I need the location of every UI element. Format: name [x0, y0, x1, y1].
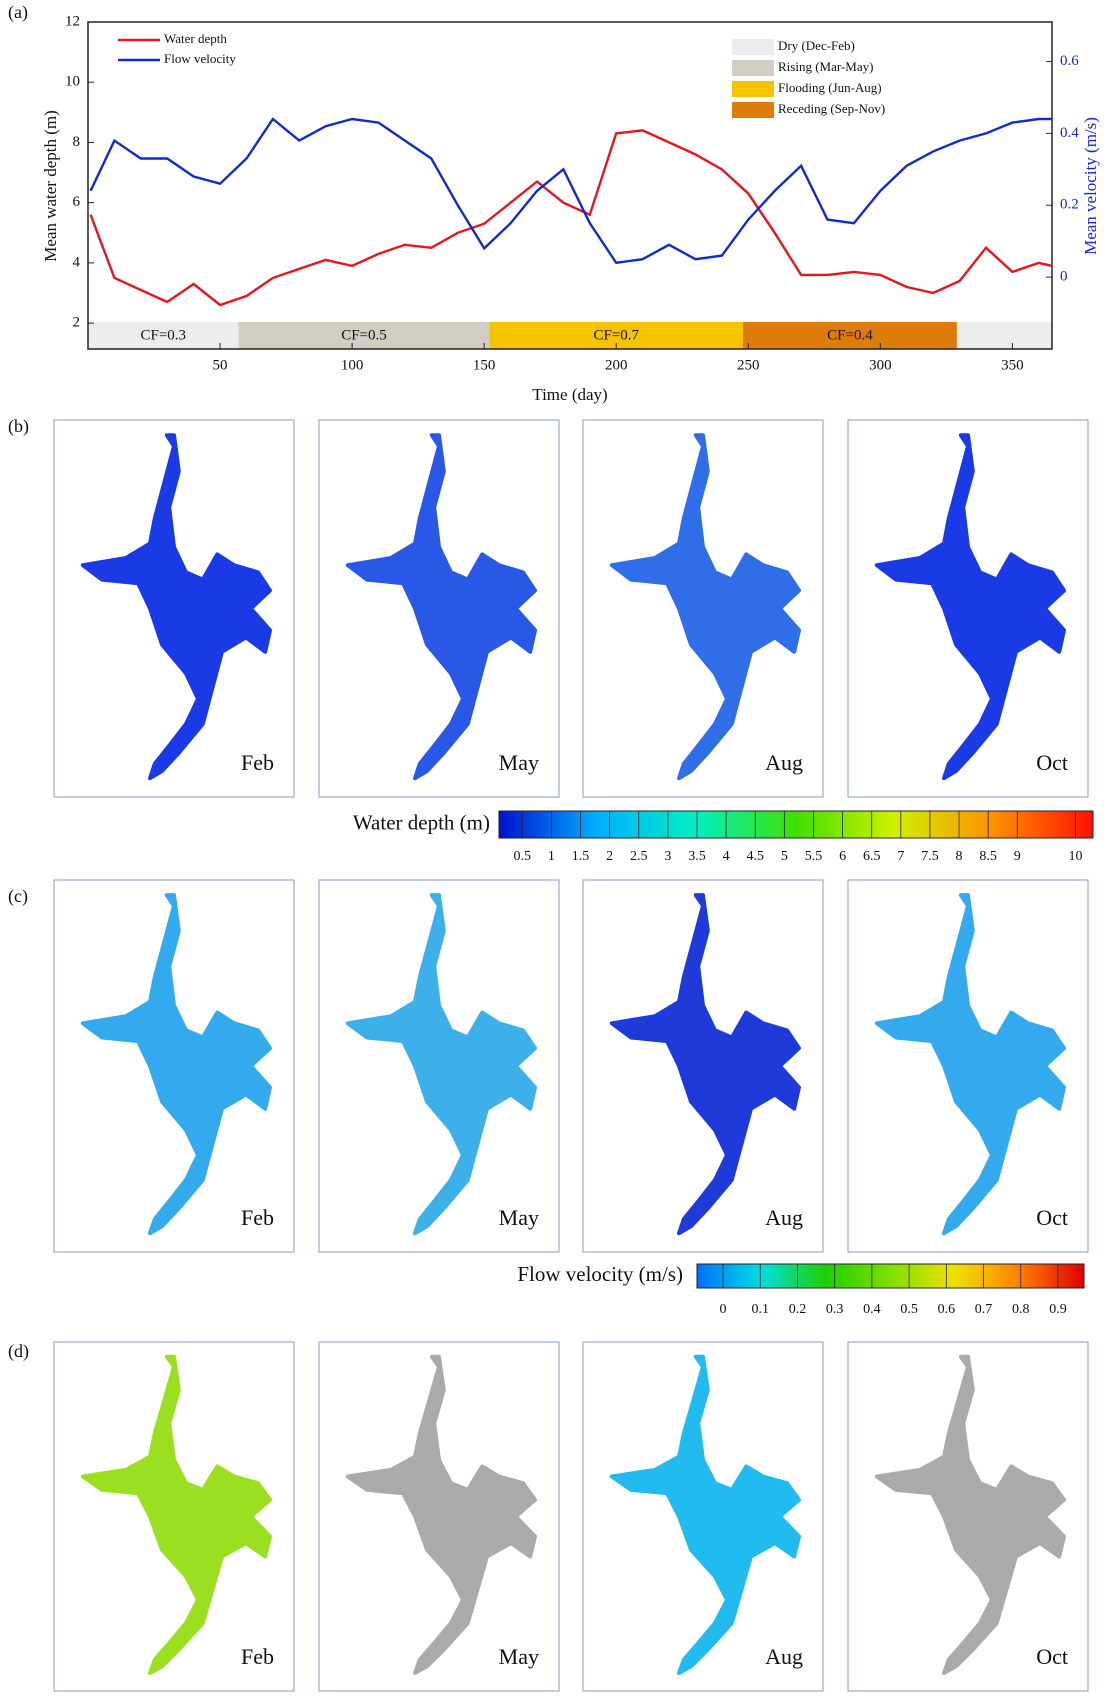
- cf-label: CF=0.5: [341, 327, 387, 343]
- colorbar-tick-label: 0.2: [789, 1302, 807, 1317]
- colorbar-tick-label: 0.5: [900, 1302, 918, 1317]
- colorbar-tick-label: 2: [606, 849, 613, 864]
- colorbar-title: Water depth (m): [353, 810, 490, 834]
- y2-axis-title: Mean velocity (m/s): [1081, 117, 1100, 255]
- colorbar-tick-label: 8: [956, 849, 963, 864]
- colorbar-tick-label: 1: [548, 849, 555, 864]
- colorbar-tick-label: 0.3: [826, 1302, 844, 1317]
- colorbar-tick-label: 6.5: [863, 849, 881, 864]
- y-tick-label: 8: [73, 134, 81, 150]
- colorbar-title: Flow velocity (m/s): [517, 1262, 683, 1286]
- map-month: Oct: [1036, 750, 1068, 775]
- season-label: Rising (Mar-May): [778, 59, 873, 74]
- colorbar-tick-label: 3: [664, 849, 671, 864]
- map-month: Oct: [1036, 1644, 1068, 1669]
- map-month: May: [499, 1205, 539, 1230]
- colorbar-tick-label: 9: [1014, 849, 1021, 864]
- x-tick-label: 350: [1001, 357, 1024, 373]
- y-tick-label: 2: [73, 315, 81, 331]
- season-label: Receding (Sep-Nov): [778, 101, 885, 116]
- y-tick-label: 6: [73, 194, 81, 210]
- series-line: [91, 130, 1052, 305]
- figure: (a) Time (day) Mean water depth (m) Mean…: [0, 0, 1110, 1704]
- colorbar-tick-label: 7.5: [921, 849, 939, 864]
- colorbar-tick-label: 1.5: [572, 849, 590, 864]
- colorbar-tick-label: 4: [723, 849, 730, 864]
- y2-tick-label: 0.6: [1060, 53, 1079, 69]
- series-line: [91, 119, 1052, 263]
- colorbar-tick-label: 3.5: [688, 849, 706, 864]
- colorbar: [499, 811, 1093, 838]
- cf-label: CF=0.4: [827, 327, 873, 343]
- season-swatch: [732, 39, 774, 55]
- map-month: Aug: [765, 1205, 803, 1230]
- colorbar: [697, 1264, 1084, 1288]
- season-label: Flooding (Jun-Aug): [778, 80, 882, 95]
- map-month: Aug: [765, 750, 803, 775]
- y-tick-label: 10: [65, 74, 80, 90]
- map-month: May: [499, 1644, 539, 1669]
- y-axis-title: Mean water depth (m): [41, 110, 60, 262]
- colorbar-tick-label: 0.8: [1012, 1302, 1030, 1317]
- cf-label: CF=0.3: [140, 327, 186, 343]
- colorbar-tick-label: 2.5: [630, 849, 648, 864]
- colorbar-tick-label: 0.5: [514, 849, 532, 864]
- season-swatch: [732, 60, 774, 76]
- map-month: Feb: [241, 750, 274, 775]
- colorbar-tick-label: 0.6: [938, 1302, 956, 1317]
- panel-label: (c): [8, 886, 28, 907]
- panel-label: (b): [8, 416, 29, 437]
- y2-tick-label: 0.4: [1060, 125, 1079, 141]
- x-axis-title: Time (day): [532, 385, 607, 404]
- y-tick-label: 12: [65, 13, 80, 29]
- cf-label: CF=0.7: [593, 327, 639, 343]
- x-tick-label: 200: [605, 357, 628, 373]
- season-swatch: [732, 81, 774, 97]
- map-month: Feb: [241, 1205, 274, 1230]
- x-tick-label: 50: [213, 357, 228, 373]
- y-tick-label: 4: [73, 254, 81, 270]
- map-month: Oct: [1036, 1205, 1068, 1230]
- colorbar-tick-label: 0: [720, 1302, 727, 1317]
- map-month: Feb: [241, 1644, 274, 1669]
- colorbar-tick-label: 5: [781, 849, 788, 864]
- colorbar-tick-label: 0.1: [752, 1302, 770, 1317]
- colorbar-tick-label: 7: [897, 849, 904, 864]
- colorbar-tick-label: 4.5: [746, 849, 764, 864]
- cf-bar: [957, 322, 1052, 349]
- colorbar-tick-label: 10: [1069, 849, 1083, 864]
- colorbar-tick-label: 5.5: [805, 849, 823, 864]
- panel-label: (d): [8, 1341, 29, 1362]
- x-tick-label: 300: [869, 357, 892, 373]
- season-label: Dry (Dec-Feb): [778, 38, 855, 53]
- y2-tick-label: 0: [1060, 269, 1068, 285]
- colorbar-tick-label: 0.7: [975, 1302, 993, 1317]
- colorbar-tick-label: 0.4: [863, 1302, 881, 1317]
- panel-label: (a): [8, 2, 28, 23]
- x-tick-label: 150: [473, 357, 496, 373]
- y2-tick-label: 0.2: [1060, 197, 1079, 213]
- colorbar-tick-label: 6: [839, 849, 846, 864]
- map-month: Aug: [765, 1644, 803, 1669]
- colorbar-tick-label: 8.5: [979, 849, 997, 864]
- season-swatch: [732, 102, 774, 118]
- x-tick-label: 100: [341, 357, 364, 373]
- map-month: May: [499, 750, 539, 775]
- legend-label: Water depth: [164, 31, 227, 46]
- legend-label: Flow velocity: [164, 51, 236, 66]
- colorbar-tick-label: 0.9: [1049, 1302, 1067, 1317]
- x-tick-label: 250: [737, 357, 760, 373]
